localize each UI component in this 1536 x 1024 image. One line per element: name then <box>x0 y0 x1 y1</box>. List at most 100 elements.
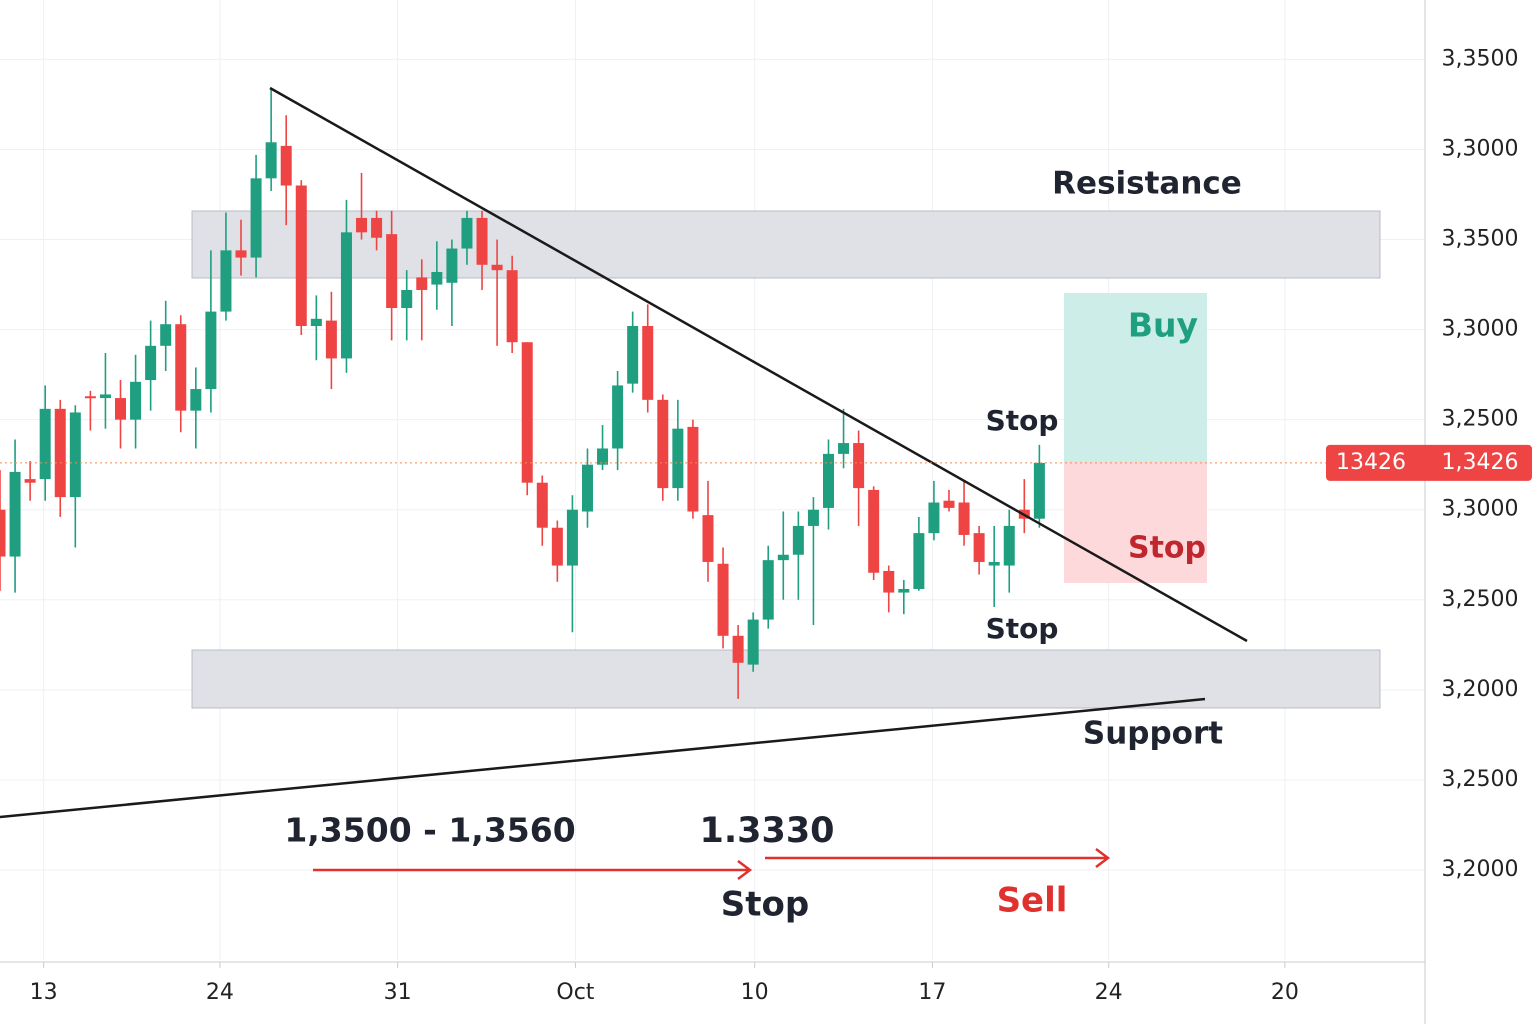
candle-body <box>250 178 262 258</box>
annotation: Resistance <box>1052 166 1242 202</box>
candle-body <box>792 525 804 555</box>
candle-body <box>190 389 202 411</box>
annotation: Stop <box>721 885 809 925</box>
x-tick-label: 13 <box>30 980 58 1005</box>
candle-body <box>356 217 368 233</box>
candle-body <box>913 533 925 589</box>
last-price-label: 1,3426 <box>1442 450 1519 475</box>
candle-body <box>506 270 518 343</box>
candle-body <box>220 250 232 312</box>
candle-body <box>371 217 383 238</box>
candle-body <box>551 527 563 566</box>
candle-body <box>958 502 970 535</box>
grid <box>0 0 1425 960</box>
candle-body <box>280 145 292 186</box>
candle-body <box>581 464 593 512</box>
candle-body <box>853 443 865 489</box>
x-tick-label: 24 <box>1095 980 1123 1005</box>
support-zone <box>191 649 1381 709</box>
candle-body <box>9 471 21 557</box>
y-tick-label: 3,3500 <box>1442 46 1519 71</box>
candle-body <box>988 561 1000 566</box>
candle-body <box>777 554 789 561</box>
candle-body <box>160 324 172 346</box>
candle-body <box>39 408 51 480</box>
y-tick-label: 3,3000 <box>1442 136 1519 161</box>
annotation: Sell <box>997 881 1068 921</box>
candle-body <box>612 385 624 449</box>
down-trendline <box>269 86 1248 643</box>
candle-body <box>205 311 217 390</box>
candle-body <box>0 509 6 557</box>
candle-body <box>883 570 895 593</box>
candle-body <box>943 500 955 508</box>
y-tick-label: 3,2500 <box>1442 407 1519 432</box>
arrow <box>313 860 753 880</box>
y-tick-label: 3,2000 <box>1442 857 1519 882</box>
buy-zone <box>1064 293 1207 462</box>
x-tick-label: 10 <box>741 980 769 1005</box>
x-tick-label: 31 <box>384 980 412 1005</box>
candle-body <box>115 398 127 420</box>
candle-body <box>84 396 96 399</box>
up-trendline <box>0 697 1206 819</box>
annotation: Support <box>1083 716 1223 752</box>
candle-body <box>54 408 66 498</box>
x-tick-label: Oct <box>556 980 594 1005</box>
candle-body <box>717 563 729 636</box>
candle-body <box>566 509 578 566</box>
candle-body <box>295 185 307 327</box>
resistance-zone <box>191 210 1381 279</box>
candle-body <box>642 326 654 400</box>
annotation: 1,3500 - 1,3560 <box>284 811 575 850</box>
candle-body <box>657 399 669 489</box>
y-tick-label: 3,2500 <box>1442 587 1519 612</box>
candle-body <box>340 232 352 359</box>
candle-body <box>386 234 398 308</box>
x-tick-label: 17 <box>918 980 946 1005</box>
annotation: 1.3330 <box>699 811 834 851</box>
annotation: Buy <box>1128 306 1198 345</box>
axes: 3,3500 3,3000 3,3500 3,3000 3,2500 3,3000 3,25… <box>0 46 1532 1005</box>
candle-body <box>476 217 488 265</box>
y-tick-label: 3,3500 <box>1442 227 1519 252</box>
candle-body <box>687 426 699 512</box>
candles <box>0 88 1045 699</box>
y-tick-label: 3,3000 <box>1442 497 1519 522</box>
candle-body <box>868 489 880 573</box>
candle-body <box>1003 525 1015 566</box>
candle-body <box>762 560 774 620</box>
candle-body <box>627 326 639 384</box>
arrows <box>313 848 1111 880</box>
candle-body <box>446 248 458 283</box>
candle-body <box>175 324 187 411</box>
candle-body <box>461 217 473 249</box>
stop-zone <box>1064 462 1207 583</box>
candle-body <box>521 342 533 483</box>
candle-body <box>597 448 609 465</box>
candle-body <box>672 428 684 489</box>
candle-body <box>235 250 247 258</box>
annotation: Stop <box>1128 531 1206 566</box>
annotation: Stop <box>986 612 1059 645</box>
candle-body <box>310 318 322 327</box>
candle-body <box>99 394 111 399</box>
arrow <box>765 848 1111 868</box>
candle-body <box>898 588 910 593</box>
candle-body <box>431 271 443 285</box>
candle-body <box>702 515 714 562</box>
price-box <box>1326 444 1532 481</box>
candle-body <box>747 619 759 665</box>
candle-body <box>838 443 850 454</box>
candle-body <box>145 345 157 381</box>
candle-body <box>536 482 548 528</box>
candle-body <box>325 320 337 359</box>
candle-body <box>732 635 744 663</box>
y-tick-label: 3,3000 <box>1442 317 1519 342</box>
candle-body <box>491 264 503 271</box>
candle-body <box>1033 462 1045 519</box>
candle-body <box>416 277 428 290</box>
x-tick-label: 20 <box>1271 980 1299 1005</box>
candle-body <box>130 381 142 420</box>
